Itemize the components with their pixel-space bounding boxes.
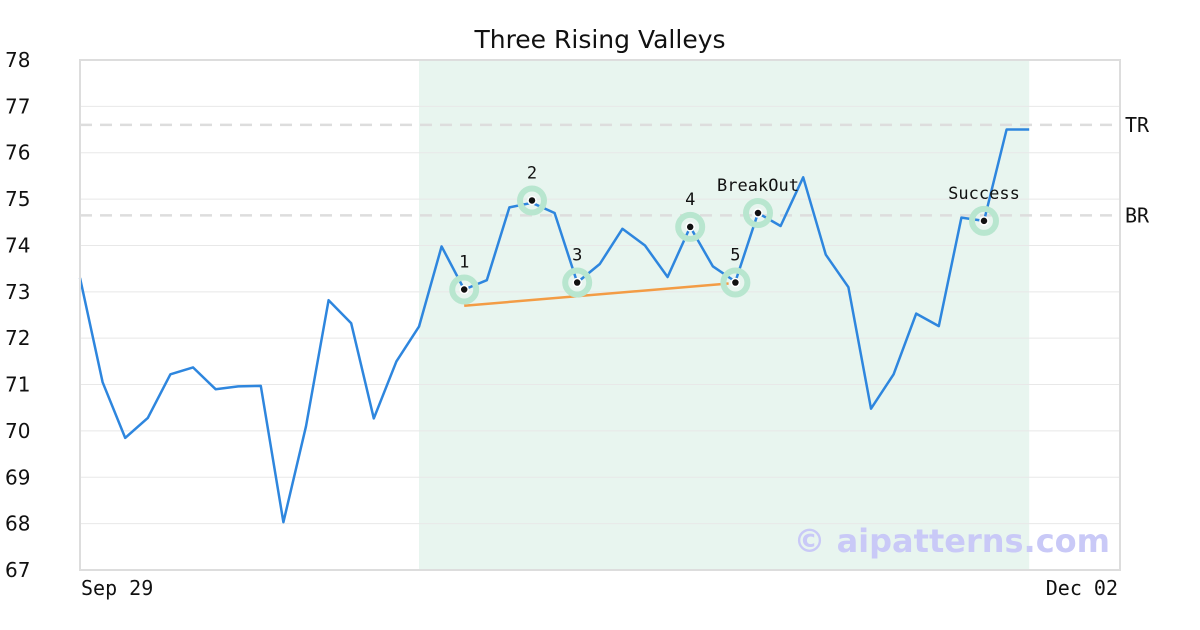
annotation-label-5: 5	[730, 246, 740, 266]
marker-ring-1	[449, 274, 480, 305]
reference-label-tr: TR	[1125, 113, 1150, 137]
y-tick-label: 76	[5, 141, 30, 165]
marker-dot-success	[979, 216, 989, 226]
y-tick-label: 74	[5, 233, 30, 257]
x-tick-label-start: Sep 29	[81, 576, 153, 600]
valley-support-line	[464, 282, 729, 307]
watermark-text: © aipatterns.com	[793, 522, 1110, 560]
grid-lines	[80, 105, 1120, 525]
reference-label-br: BR	[1125, 203, 1150, 227]
marker-dot-4	[685, 222, 695, 232]
annotation-label-3: 3	[572, 246, 582, 266]
marker-dot-1	[459, 284, 469, 295]
annotation-label-1: 1	[459, 253, 469, 273]
highlight-band	[419, 60, 1030, 570]
annotation-label-success: Success	[948, 184, 1020, 204]
support-trendline	[464, 282, 729, 307]
y-tick-label: 77	[5, 94, 30, 118]
y-tick-label: 75	[5, 187, 30, 211]
chart-title: Three Rising Valleys	[473, 25, 725, 54]
pattern-labels: 1 2 3 4 5 BreakOut Success	[459, 163, 1020, 272]
y-tick-label: 67	[5, 558, 30, 582]
annotation-label-2: 2	[527, 163, 537, 183]
marker-ring-2	[517, 185, 547, 216]
y-tick-label: 69	[5, 465, 30, 489]
y-tick-label: 78	[5, 48, 30, 72]
marker-ring-4	[675, 211, 706, 242]
marker-ring-breakout	[743, 198, 773, 228]
pattern-markers	[449, 185, 999, 305]
y-axis-ticks: 67 68 69 70 71 72 73 74 75 76 77 78	[5, 48, 30, 582]
plot-frame	[79, 59, 1121, 571]
x-tick-label-end: Dec 02	[1046, 576, 1118, 600]
marker-ring-5	[720, 267, 751, 298]
price-line	[78, 128, 1030, 524]
marker-dot-5	[730, 277, 741, 288]
reference-lines: TR BR	[80, 113, 1150, 227]
y-tick-label: 70	[5, 419, 30, 443]
y-tick-label: 71	[5, 373, 30, 397]
marker-ring-3	[562, 267, 593, 298]
pattern-highlight-region	[419, 60, 1030, 570]
x-axis-ticks: Sep 29 Dec 02	[81, 576, 1118, 600]
y-tick-label: 68	[5, 512, 30, 536]
marker-dot-3	[572, 277, 582, 288]
annotation-label-breakout: BreakOut	[717, 176, 799, 196]
marker-dot-breakout	[753, 208, 763, 218]
marker-ring-success	[969, 205, 999, 236]
y-tick-label: 72	[5, 326, 30, 350]
price-series	[78, 128, 1030, 524]
annotation-label-4: 4	[685, 190, 695, 210]
y-tick-label: 73	[5, 280, 30, 304]
marker-dot-2	[527, 195, 537, 206]
